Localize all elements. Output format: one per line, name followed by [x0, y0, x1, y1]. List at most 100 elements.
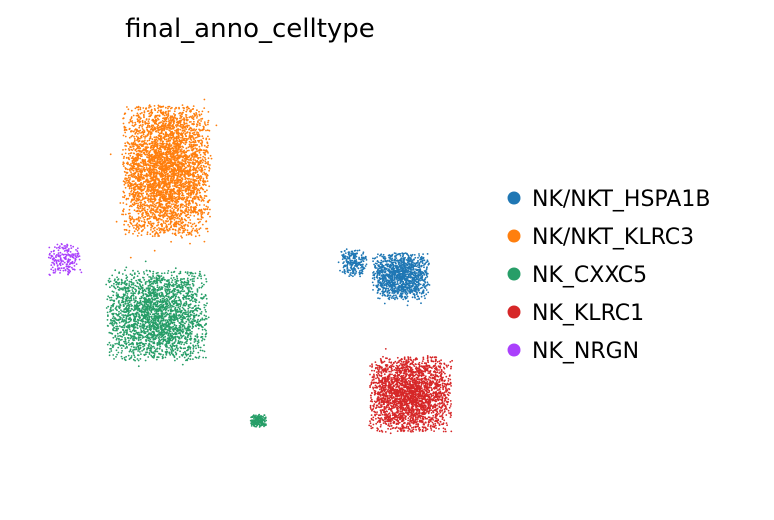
data-point	[163, 159, 166, 162]
data-point	[153, 197, 156, 200]
data-point	[79, 268, 82, 271]
data-point	[140, 193, 143, 196]
data-point	[177, 223, 180, 226]
data-point	[117, 335, 119, 337]
data-point	[130, 146, 133, 149]
data-point	[196, 204, 198, 207]
data-point	[177, 160, 180, 163]
data-point	[145, 135, 147, 138]
data-point	[170, 169, 173, 172]
data-point	[198, 199, 201, 201]
data-point	[179, 125, 182, 128]
data-point	[160, 224, 163, 227]
data-point	[165, 134, 168, 136]
data-point	[60, 259, 63, 262]
data-point	[151, 222, 153, 225]
data-point	[183, 123, 186, 125]
data-point	[176, 182, 179, 185]
data-point	[160, 121, 163, 123]
data-point	[191, 141, 194, 144]
data-point	[181, 134, 184, 137]
data-point	[156, 177, 158, 180]
data-point	[126, 106, 128, 108]
data-point	[125, 220, 128, 223]
data-point	[202, 127, 205, 129]
data-point	[140, 171, 143, 174]
data-point	[136, 159, 139, 162]
data-point	[184, 160, 187, 163]
data-point	[192, 143, 195, 146]
data-point	[161, 156, 164, 159]
data-point	[132, 114, 135, 117]
data-point	[186, 231, 189, 234]
data-point	[150, 172, 152, 174]
data-point	[129, 219, 132, 222]
data-point	[162, 189, 165, 192]
data-point	[152, 155, 155, 158]
data-point	[134, 124, 136, 126]
data-point	[154, 118, 157, 121]
data-point	[191, 275, 193, 277]
data-point	[149, 111, 152, 114]
data-point	[195, 175, 198, 178]
data-point	[132, 141, 135, 144]
data-point	[202, 137, 205, 140]
data-point	[190, 178, 192, 181]
data-point	[177, 129, 180, 131]
data-point	[171, 131, 174, 133]
data-point	[76, 247, 79, 250]
data-point	[133, 196, 135, 199]
data-point	[123, 196, 126, 199]
data-point	[181, 126, 184, 129]
data-point	[136, 327, 139, 330]
data-point	[159, 209, 162, 212]
data-point	[175, 186, 178, 189]
data-point	[198, 204, 201, 206]
data-point	[122, 122, 125, 125]
data-point	[74, 255, 77, 257]
data-point	[168, 137, 171, 139]
data-point	[177, 195, 180, 198]
data-point	[189, 222, 192, 225]
data-point	[129, 154, 132, 157]
data-point	[155, 185, 158, 187]
data-point	[201, 135, 204, 138]
data-point	[152, 189, 155, 192]
data-point	[137, 130, 140, 132]
data-point	[120, 301, 123, 304]
data-point	[153, 166, 156, 169]
data-point	[202, 208, 205, 210]
data-point	[204, 208, 207, 211]
data-point	[128, 215, 131, 218]
data-point	[208, 167, 211, 170]
data-point	[126, 161, 129, 164]
data-point	[206, 150, 209, 153]
data-point	[105, 307, 108, 309]
data-point	[74, 260, 76, 262]
data-point	[205, 165, 208, 168]
data-point	[183, 126, 186, 129]
data-point	[62, 247, 65, 250]
data-point	[179, 219, 182, 222]
data-point	[141, 120, 144, 123]
data-point	[123, 126, 126, 129]
data-point	[75, 249, 77, 251]
data-point	[73, 268, 76, 271]
data-point	[123, 220, 126, 223]
data-point	[76, 250, 79, 253]
data-point	[185, 116, 188, 118]
data-point	[184, 188, 187, 191]
data-point	[177, 135, 180, 138]
data-point	[184, 141, 187, 144]
data-point	[160, 229, 163, 231]
data-point	[174, 196, 177, 199]
data-point	[182, 182, 185, 185]
data-point	[157, 124, 160, 127]
data-point	[192, 148, 195, 150]
data-point	[188, 154, 191, 157]
data-point	[140, 204, 143, 207]
data-point	[191, 115, 194, 117]
data-point	[164, 112, 167, 115]
data-point	[146, 192, 148, 195]
data-point	[131, 329, 134, 332]
